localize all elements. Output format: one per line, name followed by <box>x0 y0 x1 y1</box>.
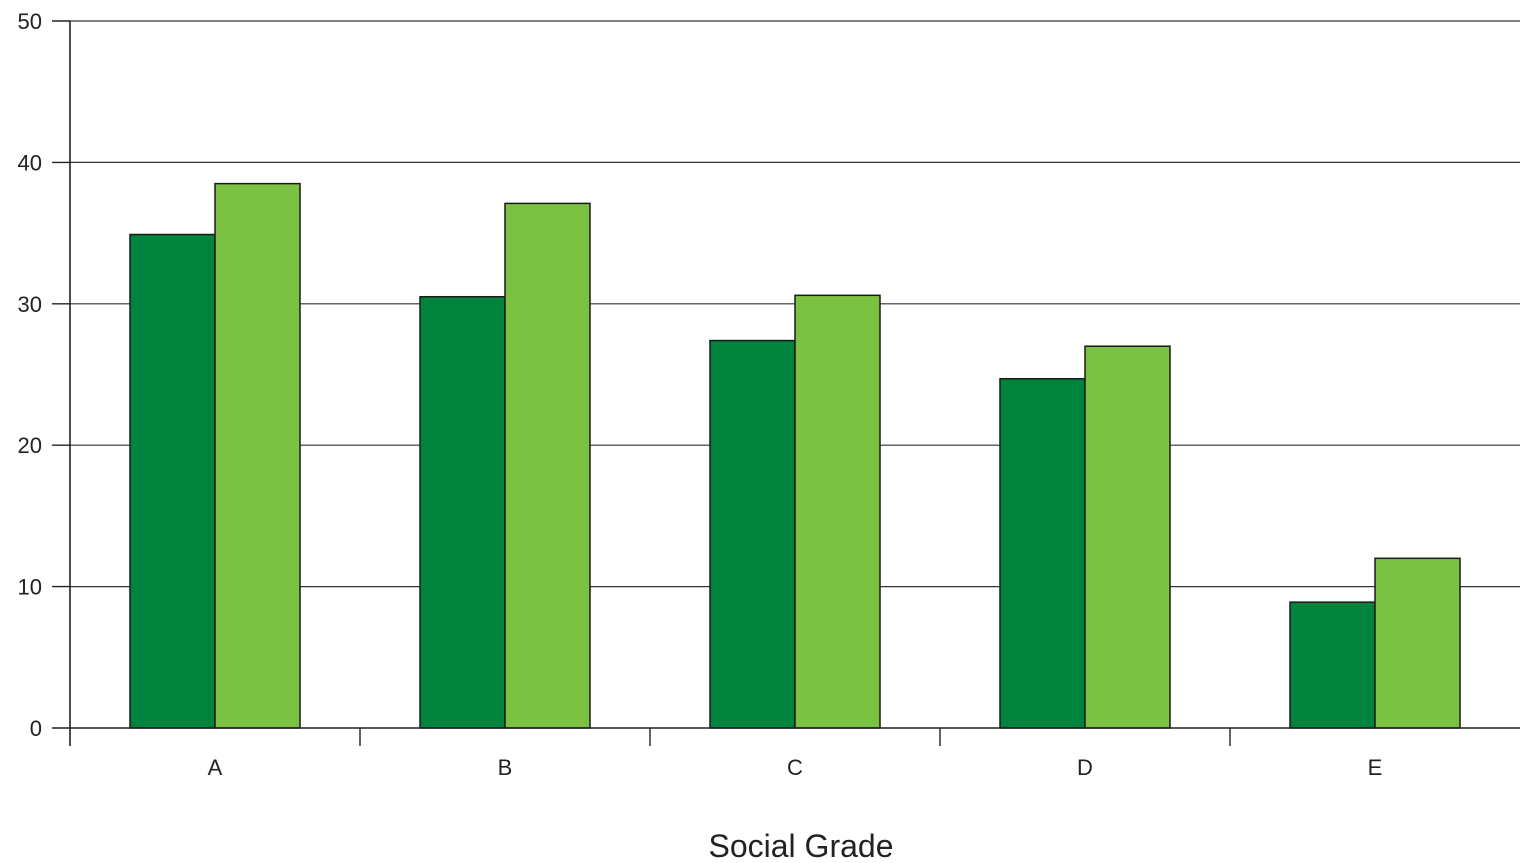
bar-A-series-1 <box>129 233 216 729</box>
y-tick-label-10: 10 <box>18 575 42 600</box>
tick-labels: 0 10 20 30 40 50 A B C D E <box>18 9 1383 780</box>
y-tick-label-20: 20 <box>18 433 42 458</box>
bar-E-series-2 <box>1374 557 1461 729</box>
bars <box>129 182 1461 729</box>
axes <box>52 20 1520 746</box>
bar-B-series-1 <box>419 295 506 729</box>
bar-C-series-2 <box>794 294 881 729</box>
y-tick-label-40: 40 <box>18 150 42 175</box>
y-tick-label-30: 30 <box>18 292 42 317</box>
y-tick-label-50: 50 <box>18 9 42 34</box>
x-axis-title: Social Grade <box>709 828 894 863</box>
bar-B-series-2 <box>504 202 591 729</box>
x-tick-label-E: E <box>1368 755 1383 780</box>
bar-E-series-1 <box>1289 601 1376 729</box>
bar-D-series-2 <box>1084 345 1171 729</box>
bar-D-series-1 <box>999 377 1086 729</box>
x-tick-label-C: C <box>787 755 803 780</box>
x-tick-label-B: B <box>498 755 513 780</box>
y-tick-label-0: 0 <box>30 716 42 741</box>
bar-A-series-2 <box>214 182 301 729</box>
x-tick-label-D: D <box>1077 755 1093 780</box>
x-tick-label-A: A <box>208 755 223 780</box>
bar-C-series-1 <box>709 339 796 729</box>
